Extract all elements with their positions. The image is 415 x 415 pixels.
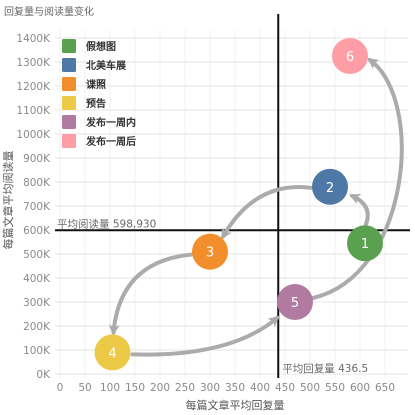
x-tick-label: 200 bbox=[150, 382, 170, 394]
legend-swatch bbox=[62, 134, 76, 148]
x-tick-label: 400 bbox=[250, 382, 270, 394]
legend-swatch bbox=[62, 77, 76, 91]
point-1 bbox=[347, 225, 383, 262]
point-label: 4 bbox=[108, 346, 116, 361]
arrow-2-to-3 bbox=[221, 185, 313, 240]
point-label: 5 bbox=[291, 296, 299, 311]
x-tick-label: 100 bbox=[100, 382, 120, 394]
point-4 bbox=[94, 334, 131, 371]
y-axis-label: 每篇文章平均阅读量 bbox=[1, 151, 15, 250]
point-6 bbox=[332, 38, 368, 74]
x-tick-label: 0 bbox=[57, 382, 64, 394]
avg-reads-label: 平均阅读量 598,930 bbox=[57, 217, 156, 230]
arrow-4-to-5 bbox=[130, 315, 280, 357]
legend-swatch bbox=[62, 39, 76, 53]
x-tick-label: 600 bbox=[350, 382, 370, 394]
x-tick-label: 350 bbox=[225, 382, 245, 394]
y-tick-label: 800K bbox=[23, 177, 51, 189]
y-tick-label: 600K bbox=[23, 225, 51, 237]
legend-swatch bbox=[62, 96, 76, 110]
y-tick-label: 100K bbox=[23, 345, 51, 357]
labels: 平均阅读量 598,930 平均回复量 436.5 bbox=[57, 217, 368, 375]
legend-label: 假想图 bbox=[86, 40, 116, 53]
y-tick-label: 900K bbox=[23, 153, 51, 165]
x-tick-label: 550 bbox=[325, 382, 345, 394]
x-tick-label: 250 bbox=[175, 382, 195, 394]
y-tick-label: 200K bbox=[23, 321, 51, 333]
arrow-3-to-4 bbox=[108, 252, 193, 336]
point-label: 1 bbox=[361, 237, 369, 252]
point-label: 2 bbox=[326, 181, 334, 196]
point-2 bbox=[312, 168, 348, 205]
y-tick-label: 300K bbox=[23, 297, 51, 309]
legend-label: 预告 bbox=[86, 97, 106, 110]
arrow-1-to-2 bbox=[348, 193, 370, 227]
y-tick-label: 400K bbox=[23, 273, 51, 285]
point-label: 6 bbox=[346, 50, 354, 65]
y-tick-label: 1100K bbox=[16, 105, 51, 117]
point-5 bbox=[277, 284, 313, 320]
avg-replies-label: 平均回复量 436.5 bbox=[282, 362, 368, 375]
y-tick-label: 700K bbox=[23, 201, 51, 213]
x-tick-label: 50 bbox=[78, 382, 91, 394]
legend-label: 发布一周后 bbox=[85, 135, 136, 148]
points: 1 2 3 4 5 6 bbox=[94, 38, 383, 371]
point-label: 3 bbox=[206, 246, 214, 261]
y-tick-label: 1200K bbox=[16, 81, 51, 93]
legend-label: 北美车展 bbox=[86, 59, 126, 72]
x-tick-label: 300 bbox=[200, 382, 220, 394]
x-tick-label: 500 bbox=[300, 382, 320, 394]
y-tick-label: 1400K bbox=[16, 33, 51, 45]
legend-swatch bbox=[62, 115, 76, 129]
y-tick-label: 1000K bbox=[16, 129, 51, 141]
legend-label: 谍照 bbox=[86, 78, 106, 91]
chart-title: 回复量与阅读量变化 bbox=[4, 5, 94, 18]
y-tick-label: 500K bbox=[23, 249, 51, 261]
legend-swatch bbox=[62, 58, 76, 72]
x-axis-label: 每篇文章平均回复量 bbox=[186, 398, 285, 412]
x-tick-label: 450 bbox=[275, 382, 295, 394]
arrow-5-to-6 bbox=[311, 58, 404, 300]
y-tick-label: 0K bbox=[36, 369, 51, 381]
point-3 bbox=[192, 233, 228, 270]
x-tick-label: 650 bbox=[375, 382, 395, 394]
y-tick-label: 1300K bbox=[16, 57, 51, 69]
legend-label: 发布一周内 bbox=[85, 116, 136, 129]
arrows bbox=[108, 58, 404, 357]
x-tick-label: 150 bbox=[125, 382, 145, 394]
